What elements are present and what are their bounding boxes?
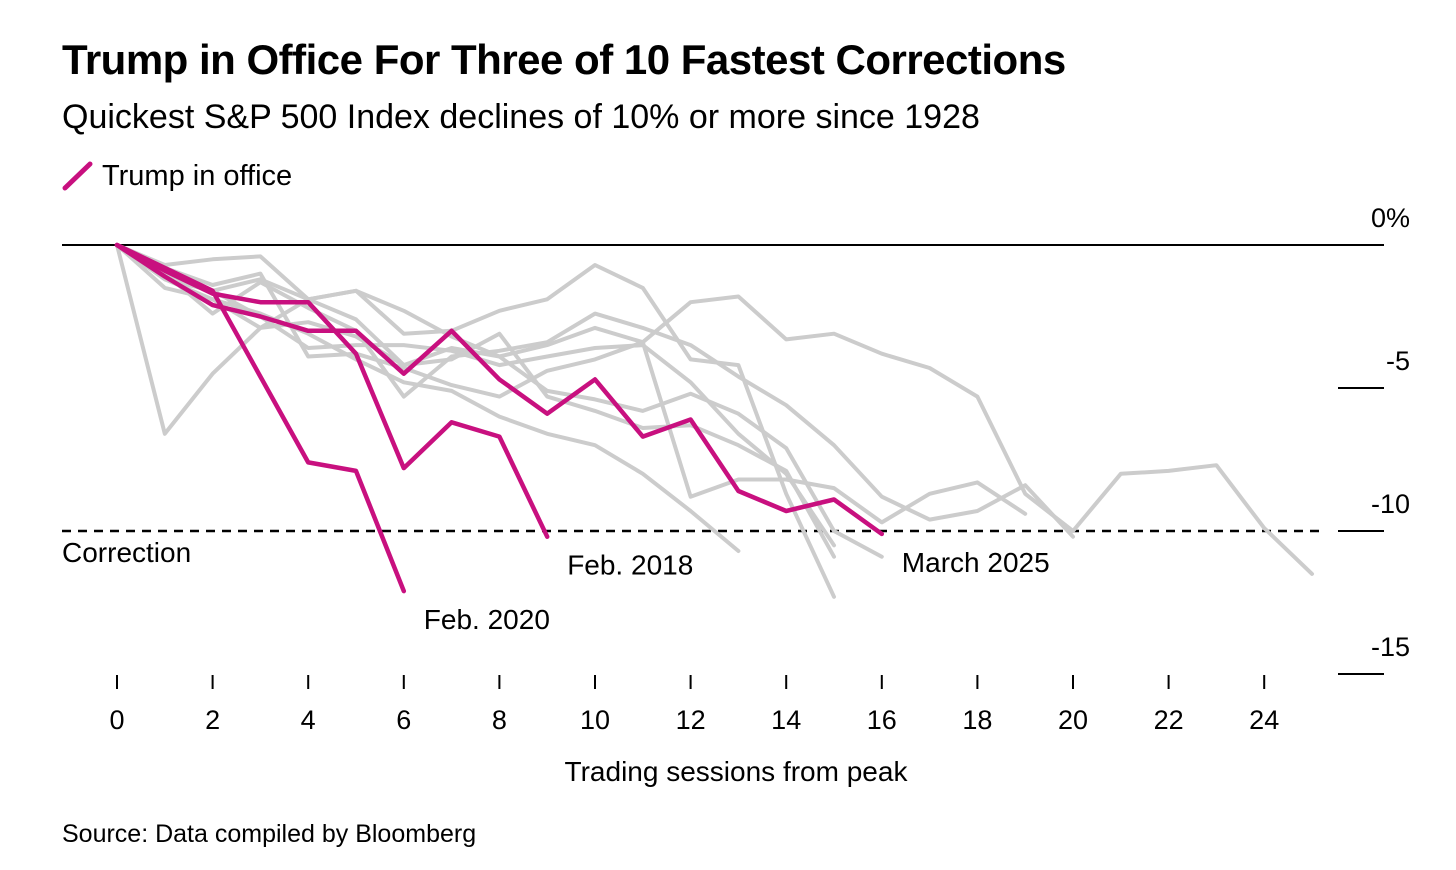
chart-title: Trump in Office For Three of 10 Fastest … [62,36,1066,83]
x-tick-label: 24 [1249,705,1279,735]
series-end-label: Feb. 2018 [567,550,693,581]
trump-series-line [114,242,885,537]
x-tick-label: 20 [1058,705,1088,735]
trump-series-line [114,242,550,539]
x-tick-label: 10 [580,705,610,735]
x-tick-label: 14 [771,705,801,735]
x-tick-label: 22 [1154,705,1184,735]
y-tick-label: 0% [1371,203,1410,233]
series-end-label: March 2025 [902,547,1050,578]
series-line [115,243,1028,525]
trump-series-line [114,242,407,594]
series-line [115,243,1075,539]
correction-label: Correction [62,537,191,568]
x-tick-label: 12 [676,705,706,735]
x-axis-label: Trading sessions from peak [565,756,909,787]
y-tick-label: -5 [1386,346,1410,376]
x-tick-label: 18 [962,705,992,735]
legend-swatch-icon [62,161,93,191]
series-end-label: Feb. 2020 [424,604,550,635]
x-tick-label: 2 [205,705,220,735]
series-line [115,243,836,548]
series-line [115,243,836,559]
x-tick-label: 16 [867,705,897,735]
legend-label: Trump in office [102,159,293,192]
x-tick-label: 0 [109,705,124,735]
x-tick-label: 6 [396,705,411,735]
x-tick-label: 8 [492,705,507,735]
y-tick-label: -15 [1371,632,1410,662]
series-line [115,243,884,559]
legend: Trump in office [62,158,292,194]
source-note: Source: Data compiled by Bloomberg [62,820,477,848]
x-tick-label: 4 [301,705,316,735]
series-line [115,243,1314,576]
y-tick-label: -10 [1371,489,1410,519]
chart-subtitle: Quickest S&P 500 Index declines of 10% o… [62,98,980,136]
